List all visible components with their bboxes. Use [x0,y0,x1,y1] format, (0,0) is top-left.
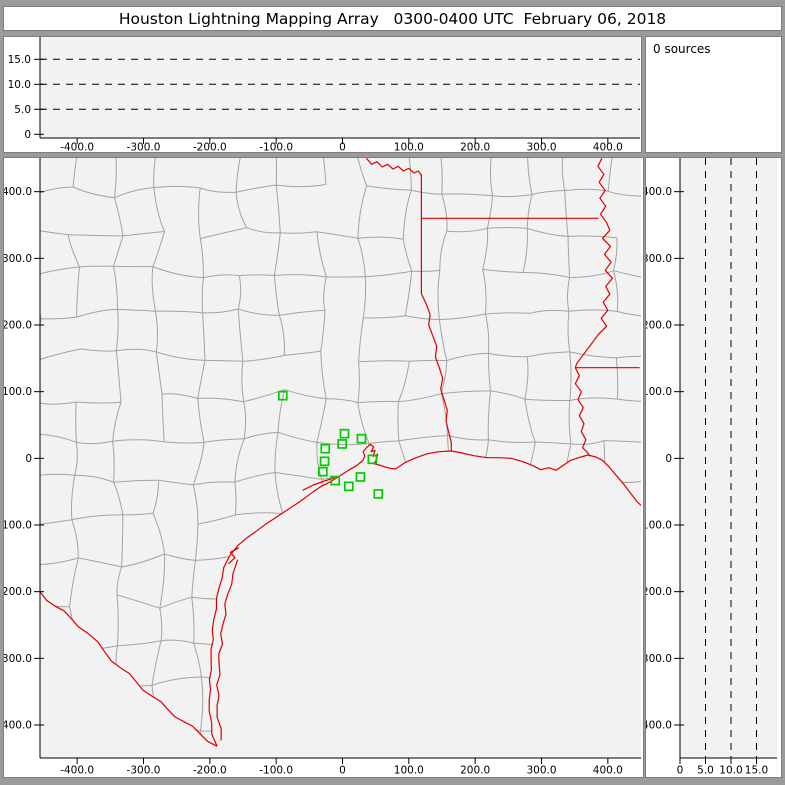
svg-text:-200.0: -200.0 [193,142,227,153]
altitude-vs-eastwest-panel: 15.0 10.0 5.0 0 -400.0 -300.0 -200.0 -100.0 0 100… [3,36,642,153]
svg-text:0: 0 [25,453,32,465]
sources-count-label: 0 sources [653,42,711,56]
svg-text:15.0: 15.0 [8,54,31,66]
svg-text:0: 0 [24,129,31,141]
svg-text:200.0: 200.0 [4,320,32,332]
svg-text:0: 0 [339,142,346,153]
svg-text:200.0: 200.0 [646,320,672,332]
svg-text:10.0: 10.0 [719,765,742,777]
svg-text:300.0: 300.0 [526,142,556,153]
page-title: Houston Lightning Mapping Array 0300-040… [3,6,782,31]
svg-text:200.0: 200.0 [460,765,490,777]
svg-text:5.0: 5.0 [697,765,714,777]
svg-text:-400.0: -400.0 [60,765,94,777]
svg-text:15.0: 15.0 [745,765,768,777]
svg-text:-400.0: -400.0 [646,720,672,732]
sources-count-panel: 0 sources [645,36,782,153]
svg-text:100.0: 100.0 [646,386,672,398]
altitude-eastwest-plot: 15.0 10.0 5.0 0 -400.0 -300.0 -200.0 -100.0 0 100… [8,37,640,153]
plan-view-map-panel: 400.0 300.0 200.0 100.0 0 -100.0 -200.0 -300.0 -… [3,157,644,778]
svg-text:400.0: 400.0 [593,765,623,777]
plan-view-map: 400.0 300.0 200.0 100.0 0 -100.0 -200.0 -300.0 -… [4,158,641,777]
svg-text:-300.0: -300.0 [127,765,161,777]
svg-text:-100.0: -100.0 [259,765,293,777]
svg-text:400.0: 400.0 [593,142,623,153]
svg-text:-400.0: -400.0 [4,720,32,732]
svg-text:-300.0: -300.0 [646,653,672,665]
svg-text:100.0: 100.0 [394,765,424,777]
svg-text:-100.0: -100.0 [646,520,672,532]
svg-text:-200.0: -200.0 [4,586,32,598]
svg-text:-100.0: -100.0 [259,142,293,153]
svg-text:-200.0: -200.0 [646,586,672,598]
svg-text:300.0: 300.0 [646,253,672,265]
lma-station-markers [277,390,384,499]
svg-text:300.0: 300.0 [526,765,556,777]
svg-text:5.0: 5.0 [14,104,31,116]
svg-text:-200.0: -200.0 [193,765,227,777]
svg-text:0: 0 [665,453,672,465]
svg-text:200.0: 200.0 [460,142,490,153]
svg-text:0: 0 [677,765,684,777]
svg-text:10.0: 10.0 [8,79,31,91]
svg-text:400.0: 400.0 [4,186,32,198]
northsouth-altitude-plot: 400.0 300.0 200.0 100.0 0 -100.0 -200.0 -300.0 -… [646,158,777,777]
svg-text:300.0: 300.0 [4,253,32,265]
svg-text:0: 0 [339,765,346,777]
svg-text:400.0: 400.0 [646,186,672,198]
svg-text:-300.0: -300.0 [4,653,32,665]
svg-text:-100.0: -100.0 [4,520,32,532]
svg-text:100.0: 100.0 [4,386,32,398]
svg-text:-400.0: -400.0 [60,142,94,153]
svg-text:100.0: 100.0 [394,142,424,153]
northsouth-vs-altitude-panel: 400.0 300.0 200.0 100.0 0 -100.0 -200.0 -300.0 -… [645,157,782,778]
svg-text:-300.0: -300.0 [127,142,161,153]
